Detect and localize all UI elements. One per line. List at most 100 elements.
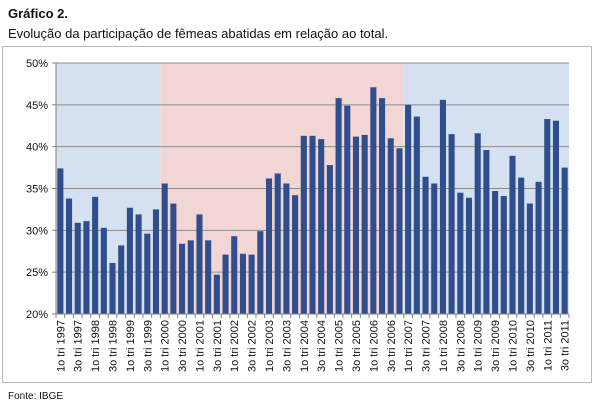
x-tick-label: 1o tri 2010: [507, 320, 519, 372]
bar: [170, 203, 177, 314]
bar: [448, 134, 455, 314]
chart-subtitle: Evolução da participação de fêmeas abati…: [8, 26, 389, 41]
bar: [83, 221, 90, 314]
bar: [205, 240, 212, 314]
bar: [57, 168, 64, 314]
bar: [474, 133, 481, 314]
bar: [361, 134, 368, 314]
x-tick-label: 3o tri 2007: [421, 320, 433, 372]
bar: [509, 155, 516, 314]
bar: [561, 167, 568, 314]
bar: [526, 203, 533, 314]
bar: [344, 105, 351, 314]
y-tick-labels: 20% 25% 30% 35% 40% 45% 50%: [26, 58, 48, 321]
y-tick-label: 45%: [26, 100, 48, 112]
bar: [196, 214, 203, 314]
bar: [274, 173, 281, 314]
y-tick-label: 35%: [26, 184, 48, 196]
bar: [370, 87, 377, 314]
x-tick-label: 3o tri 2006: [386, 320, 398, 372]
axes: [52, 62, 570, 318]
x-tick-label: 3o tri 2004: [316, 320, 328, 372]
x-tick-label: 1o tri 1997: [55, 320, 67, 372]
bar: [335, 98, 342, 314]
bar: [248, 254, 255, 314]
x-tick-label: 3o tri 2002: [247, 320, 259, 372]
x-tick-label: 3o tri 2000: [177, 320, 189, 372]
x-tick-label: 1o tri 1998: [90, 320, 102, 372]
x-tick-label: 3o tri 2011: [560, 320, 572, 371]
bar: [352, 136, 360, 314]
x-tick-label: 1o tri 2011: [542, 320, 554, 371]
bar: [413, 116, 420, 315]
bar: [300, 135, 307, 314]
x-tick-labels: 1o tri 1997 3o tri 1997 1o tri 1998 3o tri …: [55, 320, 571, 372]
x-tick-label: 3o tri 2005: [351, 320, 363, 372]
x-tick-label: 3o tri 2009: [490, 320, 502, 372]
bar: [222, 254, 229, 314]
bar: [387, 138, 394, 314]
y-tick-label: 40%: [26, 142, 48, 154]
bar: [483, 150, 490, 314]
x-tick-label: 1o tri 2005: [334, 320, 346, 372]
bar: [439, 99, 446, 315]
bar: [65, 198, 73, 314]
bar: [396, 148, 403, 314]
chart-frame: [2, 46, 592, 383]
bar: [492, 191, 499, 314]
x-tick-label: 3o tri 1998: [108, 320, 120, 372]
bar: [422, 176, 429, 314]
x-tick-label: 1o tri 2006: [368, 320, 380, 372]
bar: [74, 222, 81, 314]
x-tick-label: 1o tri 2009: [473, 320, 485, 372]
x-tick-label: 1o tri 1999: [125, 320, 137, 372]
bar: [500, 196, 507, 314]
bar: [100, 227, 107, 314]
bar: [379, 98, 386, 314]
x-tick-label: 3o tri 2003: [281, 320, 293, 372]
bar: [231, 236, 238, 314]
bar: [152, 209, 160, 314]
x-tick-label: 1o tri 2002: [229, 320, 241, 372]
bar: [239, 253, 246, 314]
bar: [265, 178, 273, 314]
bar: [257, 231, 264, 314]
bar: [292, 195, 299, 314]
bar: [326, 165, 333, 314]
bar: [161, 183, 168, 314]
bar: [552, 120, 560, 314]
bar: [465, 197, 473, 314]
x-tick-label: 3o tri 1997: [73, 320, 85, 372]
bar: [283, 183, 290, 314]
bar: [179, 243, 186, 314]
bar: [109, 262, 116, 314]
bar: [518, 177, 525, 314]
bar: [144, 233, 151, 314]
bar: [535, 181, 542, 314]
y-tick-label: 20%: [26, 309, 48, 321]
y-tick-label: 50%: [26, 58, 48, 70]
chart-heading: Gráfico 2.: [8, 6, 68, 21]
x-tick-label: 3o tri 2010: [525, 320, 537, 372]
bar: [544, 119, 551, 314]
y-tick-label: 25%: [26, 267, 48, 279]
x-tick-label: 1o tri 2003: [264, 320, 276, 372]
x-tick-label: 1o tri 2007: [403, 320, 415, 372]
bar: [126, 207, 133, 314]
bar: [92, 196, 99, 314]
bar: [135, 214, 142, 314]
y-tick-label: 30%: [26, 225, 48, 237]
bar: [457, 192, 464, 314]
bar: [213, 274, 220, 314]
bar: [405, 104, 412, 314]
bar: [118, 245, 125, 314]
source-note: Fonte: IBGE: [8, 391, 64, 402]
bars: [57, 87, 568, 315]
x-tick-label: 3o tri 1999: [142, 320, 154, 372]
x-tick-label: 3o tri 2008: [455, 320, 467, 372]
x-tick-label: 1o tri 2001: [194, 320, 206, 372]
x-tick-label: 3o tri 2001: [212, 320, 224, 372]
bar: [431, 183, 438, 314]
bar: [187, 240, 194, 314]
